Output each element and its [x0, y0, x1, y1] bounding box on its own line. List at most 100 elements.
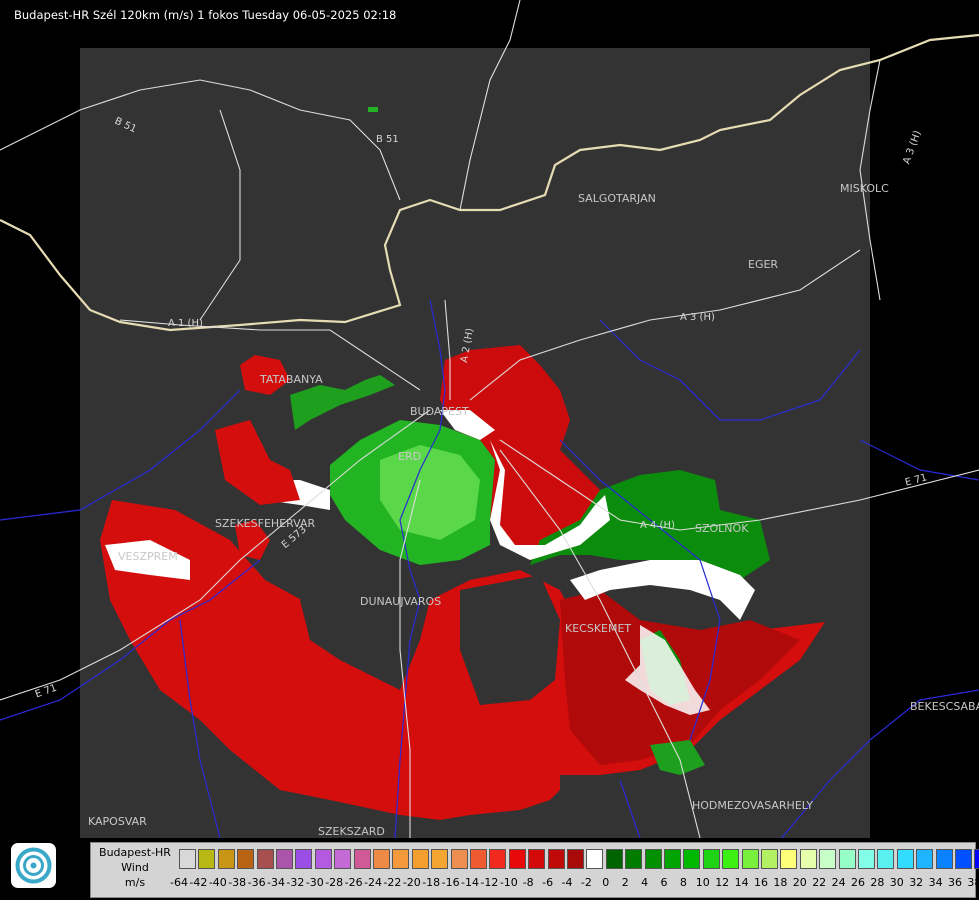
legend-label-line-3: m/s	[124, 876, 146, 889]
legend-tick: -20	[402, 876, 421, 889]
legend-tick: -38	[228, 876, 247, 889]
map-title: Budapest-HR Szél 120km (m/s) 1 fokos Tue…	[14, 8, 397, 22]
legend-swatch	[489, 849, 507, 869]
echo-nw-red2	[215, 420, 300, 505]
legend-swatch	[780, 849, 798, 869]
legend-swatch	[741, 849, 759, 869]
road-label-m4: A 4 (H)	[640, 520, 675, 531]
color-legend: Budapest-HR Wind m/s -64 -42 -40 -38 -36 -34-…	[90, 842, 979, 898]
echo-nw-green	[290, 375, 395, 430]
legend-tick: 0	[602, 876, 610, 889]
legend-tick: 6	[660, 876, 668, 889]
legend-tick: 32	[909, 876, 924, 889]
legend-swatch	[256, 849, 274, 869]
city-label-miskolc: MISKOLC	[840, 182, 889, 195]
legend-swatch	[334, 849, 352, 869]
city-label-szekesfehervar: SZEKESFEHERVAR	[215, 517, 316, 530]
legend-swatch	[819, 849, 837, 869]
legend-swatch	[295, 849, 313, 869]
legend-swatch	[858, 849, 875, 869]
legend-swatch	[392, 849, 410, 869]
legend-tick: -24	[364, 876, 382, 889]
legend-tick: -42	[189, 876, 208, 889]
echo-north-red	[440, 345, 610, 555]
legend-swatch	[237, 849, 255, 869]
legend-tick: -64	[170, 876, 188, 889]
legend-tick: -8	[522, 876, 534, 889]
legend-swatch	[625, 849, 643, 869]
legend-swatch	[838, 849, 856, 869]
echo-zero-line-5	[105, 540, 190, 580]
legend-tick: 2	[621, 876, 629, 889]
legend-tick: -18	[422, 876, 441, 889]
legend-swatch	[179, 849, 196, 869]
legend-swatch	[450, 849, 468, 869]
legend-tick: 16	[754, 876, 768, 889]
legend-tick: 8	[679, 876, 687, 889]
city-label-tatabanya: TATABANYA	[260, 373, 323, 386]
legend-swatch	[411, 849, 429, 869]
road-label-m1: A 1 (H)	[168, 318, 203, 329]
legend-swatch	[353, 849, 371, 869]
legend-tick: -40	[208, 876, 227, 889]
city-label-budapest: BUDAPEST	[410, 405, 469, 418]
legend-tick: -36	[247, 876, 266, 889]
legend-tick: -32	[286, 876, 305, 889]
legend-tick: 26	[851, 876, 865, 889]
city-label-erd: ERD	[398, 450, 422, 463]
legend-swatch	[586, 849, 604, 869]
legend-swatch	[198, 849, 216, 869]
legend-tick: -34	[267, 876, 285, 889]
legend-tick: -30	[305, 876, 324, 889]
legend-swatch	[547, 849, 565, 869]
legend-tick: -2	[580, 876, 592, 889]
city-label-szekszard: SZEKSZARD	[318, 825, 385, 838]
legend-swatch	[605, 849, 623, 869]
echo-nw-red	[240, 355, 290, 395]
legend-swatch	[799, 849, 817, 869]
city-label-kecskemet: KECSKEMET	[565, 622, 632, 635]
city-label-hodmezovasarhely: HODMEZOVASARHELY	[692, 799, 814, 812]
legend-label: Budapest-HR Wind m/s	[91, 845, 179, 890]
legend-swatch	[916, 849, 934, 869]
legend-tick: 38	[967, 876, 979, 889]
city-label-kaposvar: KAPOSVAR	[88, 815, 147, 828]
legend-tick: 14	[734, 876, 749, 889]
legend-tick: -10	[499, 876, 518, 889]
echo-south-hole2	[460, 575, 560, 705]
legend-tick: 34	[928, 876, 943, 889]
legend-swatch	[877, 849, 895, 869]
legend-tick: -26	[344, 876, 363, 889]
legend-swatch	[567, 849, 584, 869]
echo-zero-line-2	[570, 560, 755, 620]
echo-green-inner	[380, 445, 480, 540]
legend-tick: -16	[441, 876, 460, 889]
city-label-veszprem: VESZPREM	[118, 550, 178, 563]
legend-tick: 28	[870, 876, 885, 889]
legend-swatch	[508, 849, 526, 869]
echo-zero-line-1	[490, 440, 610, 560]
legend-tick: -6	[542, 876, 554, 889]
legend-tick: -4	[561, 876, 573, 889]
legend-swatch	[722, 849, 740, 869]
legend-tick: 12	[715, 876, 730, 889]
legend-tick: 10	[695, 876, 710, 889]
city-label-eger: EGER	[748, 258, 779, 271]
road-label-b51-center: B 51	[376, 134, 399, 145]
echo-south-hole	[300, 590, 420, 690]
legend-swatch	[431, 849, 449, 869]
echo-zero-line-6	[440, 410, 495, 440]
legend-tick: 18	[773, 876, 788, 889]
legend-swatch	[217, 849, 235, 869]
legend-label-line-1: Budapest-HR	[99, 846, 171, 859]
legend-swatch	[683, 849, 701, 869]
legend-tick: 20	[792, 876, 807, 889]
legend-swatch	[664, 849, 681, 869]
legend-swatch	[528, 849, 546, 869]
swirl-icon	[15, 847, 52, 884]
city-label-szolnok: SZOLNOK	[695, 522, 749, 535]
legend-swatch	[373, 849, 390, 869]
legend-label-line-2: Wind	[121, 861, 149, 874]
weather-service-logo	[11, 843, 56, 888]
legend-swatch	[470, 849, 487, 869]
